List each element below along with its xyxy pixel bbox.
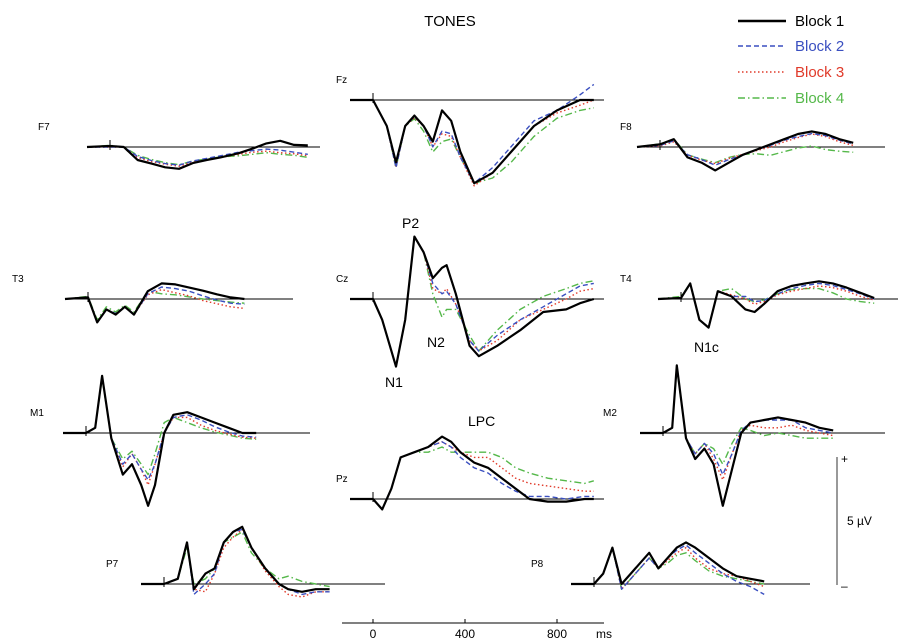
channel-panel-cz: Cz <box>336 235 604 368</box>
waveform-fz-block-2 <box>350 83 595 184</box>
time-axis: 0 400 800 ms <box>342 619 612 641</box>
channel-panel-p8: P8 <box>531 541 810 596</box>
time-tick-label-0: 0 <box>370 627 377 641</box>
component-label-n1c: N1c <box>694 339 719 355</box>
waveform-m1-block-2 <box>63 375 257 481</box>
chart-title: TONES <box>424 13 475 30</box>
channel-panel-m1: M1 <box>30 374 310 507</box>
waveform-p8-block-3 <box>571 546 765 590</box>
waveform-t4-block-2 <box>657 282 875 329</box>
channel-panel-pz: Pz <box>336 435 604 511</box>
channel-label-t3: T3 <box>12 274 24 285</box>
time-axis-unit: ms <box>596 627 612 641</box>
channel-panel-t4: T4 <box>620 274 898 329</box>
legend-label-block-3: Block 3 <box>795 64 844 81</box>
waveform-p7-block-2 <box>141 528 330 596</box>
channel-panel-f7: F7 <box>38 122 320 170</box>
waveform-m1-block-1 <box>63 374 257 507</box>
channel-label-t4: T4 <box>620 274 632 285</box>
channel-label-fz: Fz <box>336 75 347 86</box>
channel-panel-t3: T3 <box>12 274 293 324</box>
channel-label-pz: Pz <box>336 474 348 485</box>
waveform-pz-block-1 <box>350 435 594 511</box>
waveform-p7-block-3 <box>141 528 330 598</box>
waveform-t4-block-1 <box>657 280 875 329</box>
legend: Block 1 Block 2 Block 3 Block 4 <box>738 13 844 107</box>
channel-panel-p7: P7 <box>106 525 385 598</box>
waveform-f8-block-3 <box>636 133 854 165</box>
channel-panel-fz: Fz <box>336 75 604 187</box>
waveform-cz-block-2 <box>350 235 594 368</box>
scale-bar-plus: + <box>841 452 848 466</box>
waveform-f8-block-1 <box>636 130 854 172</box>
time-tick-label-800: 800 <box>547 627 567 641</box>
waveform-t3-block-2 <box>64 286 245 324</box>
component-label-p2: P2 <box>402 215 419 231</box>
waveform-t3-block-1 <box>64 282 245 324</box>
waveform-p8-block-2 <box>571 544 765 596</box>
component-label-n2: N2 <box>427 334 445 350</box>
waveform-p8-block-1 <box>571 541 765 586</box>
channel-label-m1: M1 <box>30 408 44 419</box>
waveform-m2-block-2 <box>640 364 834 476</box>
channel-label-f8: F8 <box>620 122 632 133</box>
channel-label-f7: F7 <box>38 122 50 133</box>
waveform-t4-block-3 <box>657 282 875 329</box>
component-labels: P2 N1 N2 N1c LPC <box>385 215 719 429</box>
amplitude-scale-bar: + – 5 µV <box>836 452 872 593</box>
waveform-p7-block-1 <box>141 525 330 593</box>
scale-bar-minus: – <box>841 579 848 593</box>
channel-label-m2: M2 <box>603 408 617 419</box>
waveform-f7-block-1 <box>86 139 308 170</box>
component-label-n1: N1 <box>385 374 403 390</box>
channel-label-p7: P7 <box>106 559 119 570</box>
legend-label-block-2: Block 2 <box>795 38 844 55</box>
channel-label-p8: P8 <box>531 559 544 570</box>
waveform-cz-block-1 <box>350 235 595 368</box>
waveform-m2-block-3 <box>640 364 834 481</box>
waveform-fz-block-3 <box>350 99 595 187</box>
channel-label-cz: Cz <box>336 274 348 285</box>
channel-panel-f8: F8 <box>620 122 885 172</box>
channel-panel-m2: M2 <box>603 364 885 507</box>
component-label-lpc: LPC <box>468 413 495 429</box>
time-tick-label-400: 400 <box>455 627 475 641</box>
waveform-fz-block-1 <box>350 98 594 185</box>
waveform-p7-block-4 <box>141 531 330 588</box>
waveform-f8-block-2 <box>636 132 854 166</box>
waveform-cz-block-4 <box>350 235 594 368</box>
legend-label-block-4: Block 4 <box>795 90 844 107</box>
waveform-p8-block-4 <box>571 546 765 590</box>
channel-panels: F7 Fz F8 T3 Cz T4 M1 Pz M2 P7 P8 <box>12 75 898 598</box>
waveform-m2-block-1 <box>640 364 834 507</box>
waveform-t4-block-4 <box>657 282 875 329</box>
scale-bar-label: 5 µV <box>847 514 872 528</box>
legend-label-block-1: Block 1 <box>795 13 844 30</box>
